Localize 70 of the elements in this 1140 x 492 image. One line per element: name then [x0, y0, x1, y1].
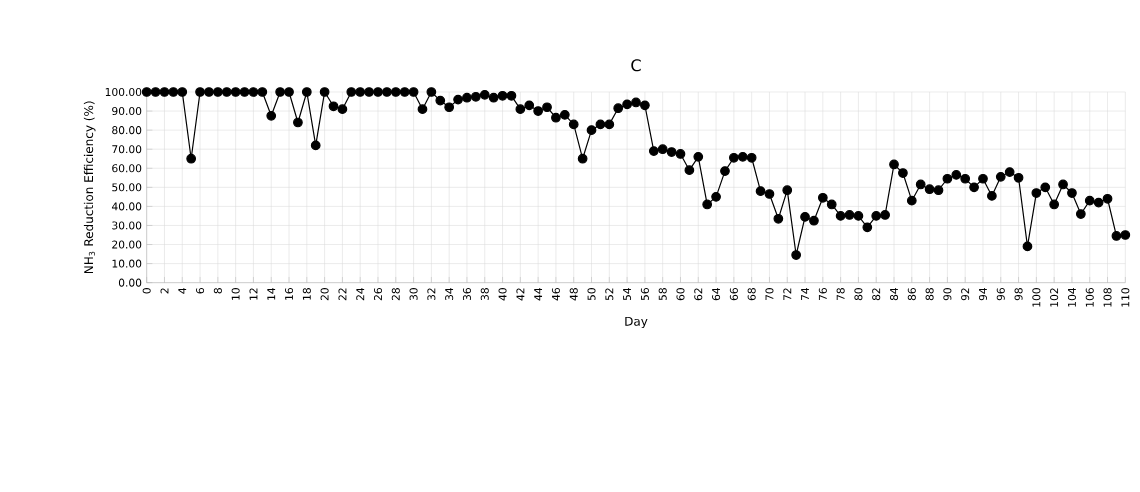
x-tick-label: 28 [391, 288, 400, 301]
y-tick-label: 70.00 [112, 145, 142, 154]
x-tick-label: 16 [284, 288, 294, 300]
y-tick-label: 50.00 [112, 183, 142, 192]
x-tick-label: 104 [1067, 287, 1076, 307]
x-tick-label: 88 [925, 288, 934, 301]
x-tick-label: 2 [160, 288, 169, 294]
x-tick-label: 52 [605, 288, 614, 301]
y-tick-label: 0.00 [118, 278, 142, 287]
y-tick-label: 40.00 [111, 202, 142, 211]
x-tick-label: 64 [712, 287, 721, 301]
x-tick-label: 80 [854, 288, 863, 301]
x-tick-label: 94 [978, 287, 988, 301]
x-tick-label: 60 [676, 288, 685, 301]
x-tick-label: 48 [569, 288, 578, 301]
y-tick-label: 90.00 [112, 107, 142, 116]
x-tick-label: 76 [818, 288, 827, 301]
x-tick-label: 26 [373, 288, 383, 301]
x-tick-label: 92 [961, 288, 970, 301]
x-tick-label: 108 [1103, 288, 1112, 307]
y-tick-label: 10.00 [112, 259, 142, 268]
chart-title: C [631, 59, 641, 72]
x-tick-label: 84 [889, 287, 899, 301]
x-tick-label: 96 [996, 288, 1005, 301]
x-tick-label: 24 [356, 287, 365, 301]
y-tick-label: 100.00 [105, 87, 142, 97]
x-tick-label: 12 [249, 288, 258, 300]
y-tick-label: 60.00 [112, 164, 142, 173]
x-tick-label: 56 [640, 288, 649, 301]
x-tick-label: 100 [1032, 288, 1041, 307]
x-tick-label: 4 [178, 287, 187, 294]
x-tick-label: 42 [516, 288, 525, 301]
x-tick-label: 34 [445, 287, 454, 301]
x-tick-label: 32 [427, 288, 436, 301]
x-tick-label: 70 [765, 288, 774, 301]
x-tick-label: 106 [1085, 288, 1094, 307]
x-tick-label: 82 [872, 288, 881, 301]
x-axis-title: Day [625, 316, 648, 329]
x-tick-label: 6 [196, 288, 205, 294]
x-tick-label: 78 [836, 288, 845, 301]
x-tick-label: 14 [267, 287, 276, 300]
x-tick-label: 40 [498, 288, 507, 301]
x-tick-label: 38 [480, 288, 489, 301]
x-tick-label: 62 [694, 288, 703, 301]
x-tick-label: 30 [409, 288, 418, 301]
y-tick-label: 20.00 [112, 240, 142, 249]
x-tick-label: 8 [213, 288, 222, 294]
x-tick-label: 22 [338, 288, 347, 301]
x-tick-label: 0 [142, 288, 151, 294]
y-tick-label: 80.00 [112, 126, 142, 135]
x-tick-label: 10 [231, 288, 240, 300]
x-tick-label: 98 [1014, 288, 1023, 301]
x-tick-label: 54 [623, 287, 632, 301]
x-tick-label: 50 [587, 288, 596, 301]
y-axis-title: NH$_{3}$ Reduction Efficiency (%) [83, 101, 96, 274]
x-tick-label: 58 [658, 288, 667, 301]
x-tick-label: 18 [302, 288, 311, 300]
x-tick-label: 102 [1050, 288, 1059, 307]
x-tick-label: 90 [943, 288, 952, 301]
x-tick-label: 20 [320, 288, 329, 301]
x-tick-label: 66 [729, 288, 738, 301]
x-tick-label: 72 [783, 288, 792, 301]
x-tick-label: 44 [534, 287, 543, 301]
x-tick-label: 110 [1121, 288, 1130, 307]
x-tick-label: 68 [747, 288, 756, 301]
x-tick-label: 86 [907, 288, 916, 301]
x-tick-label: 46 [551, 288, 560, 301]
y-tick-label: 30.00 [112, 221, 142, 230]
x-tick-label: 36 [462, 288, 471, 301]
x-tick-label: 74 [801, 287, 809, 301]
